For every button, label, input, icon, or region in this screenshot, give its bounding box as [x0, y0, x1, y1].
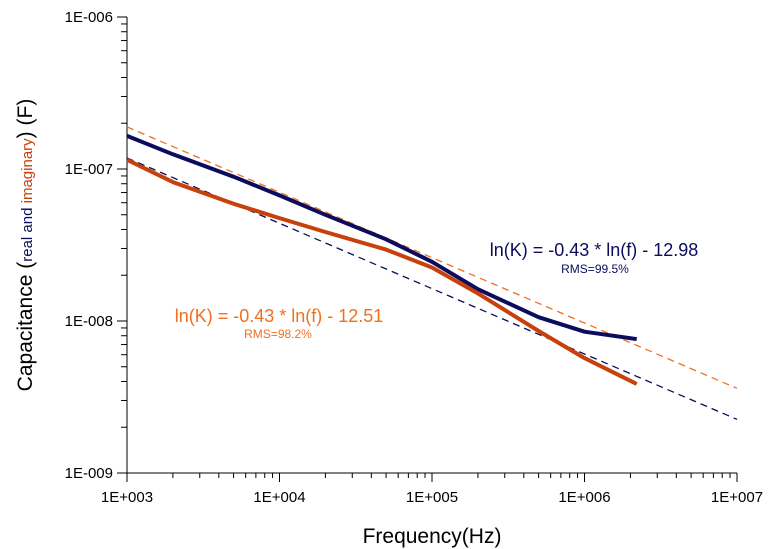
- series-lines: [126, 134, 638, 386]
- x-tick-label: 1E+005: [406, 489, 458, 506]
- x-axis-title: Frequency(Hz): [363, 525, 502, 548]
- y-tick-label: 1E-008: [65, 313, 113, 330]
- series-line-real: [126, 134, 637, 342]
- x-tick-label: 1E+006: [558, 489, 610, 506]
- x-tick-label: 1E+007: [711, 489, 763, 506]
- annotation-real-rms: RMS=99.5%: [561, 262, 629, 276]
- fit-line-imag: [126, 126, 738, 389]
- y-axis-title-and: and: [19, 203, 36, 236]
- series-line-imag: [126, 158, 638, 386]
- annotation-real-equation: ln(K) = -0.43 * ln(f) - 12.98: [490, 240, 699, 260]
- y-axis-title-suffix: ) (F): [14, 99, 37, 139]
- y-tick-label: 1E-009: [65, 465, 113, 482]
- annotation-imag-equation: ln(K) = -0.43 * ln(f) - 12.51: [175, 306, 384, 326]
- x-tick-label: 1E+003: [101, 489, 153, 506]
- y-axis-title-real: real: [19, 237, 36, 262]
- axes: 1E+003 1E+004 1E+005 1E+006 1E+007 1E-009 1E-0…: [65, 9, 763, 506]
- y-tick-label: 1E-006: [65, 9, 113, 26]
- y-axis-title-imag: imaginary: [19, 138, 36, 204]
- annotation-imag-rms: RMS=98.2%: [244, 327, 312, 341]
- y-tick-label: 1E-007: [65, 161, 113, 178]
- x-tick-label: 1E+004: [253, 489, 305, 506]
- y-axis-title-prefix: Capacitance (: [14, 262, 37, 392]
- y-axis-title: Capacitance (real and imaginary) (F): [14, 99, 37, 392]
